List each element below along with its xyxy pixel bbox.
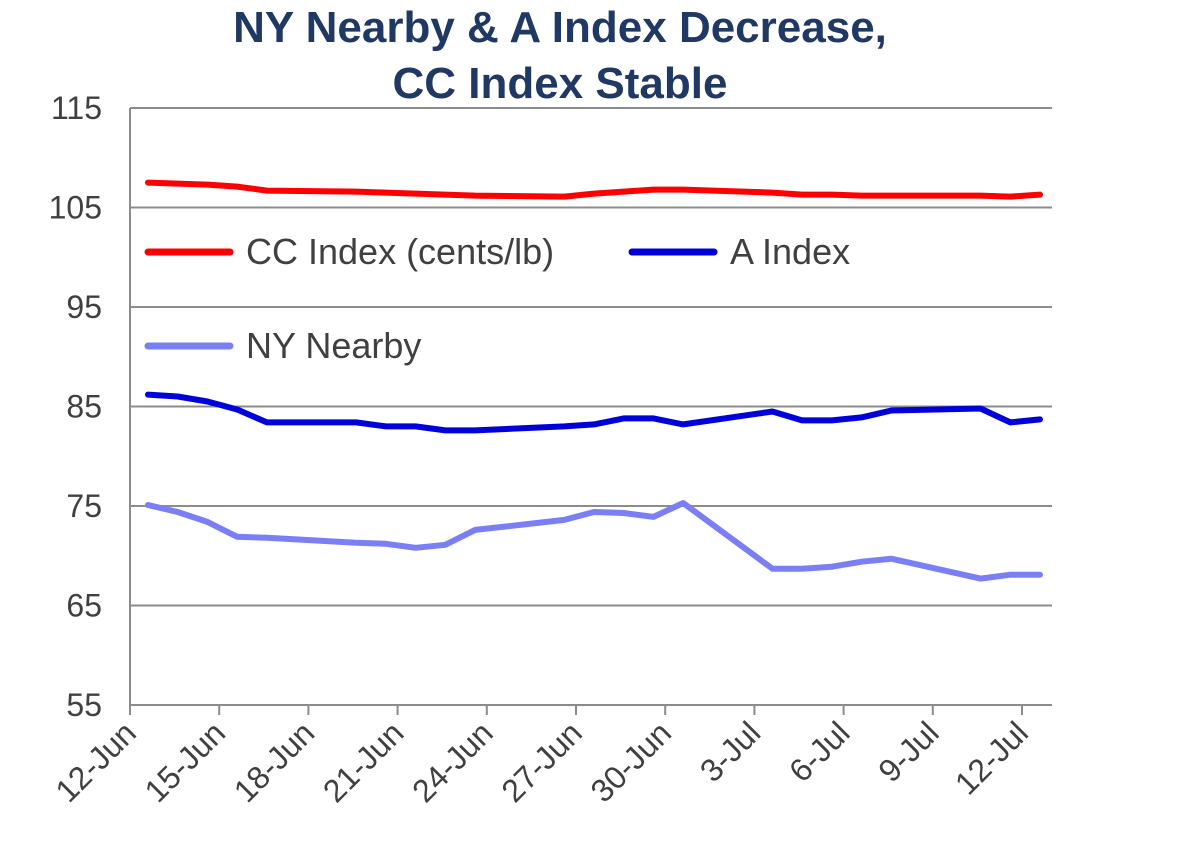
x-tick-label: 24-Jun <box>405 714 500 809</box>
x-tick-label: 9-Jul <box>871 714 946 789</box>
legend-label: A Index <box>730 231 850 272</box>
series-line-cc-index-cents-lb <box>145 179 1043 200</box>
x-tick-label: 6-Jul <box>782 714 857 789</box>
y-tick-label: 105 <box>49 190 102 226</box>
y-axis-ticks: 55 65 75 85 95 105 115 <box>49 90 102 723</box>
legend: CC Index (cents/lb) A Index NY Nearby <box>144 231 850 366</box>
series-line-a-index <box>145 391 1043 434</box>
x-tick-label: 21-Jun <box>316 714 411 809</box>
x-tick-label: 15-Jun <box>138 714 233 809</box>
series-line-ny-nearby <box>145 500 1043 582</box>
series-lines <box>145 179 1043 582</box>
y-tick-label: 85 <box>66 389 102 425</box>
x-tick-label: 27-Jun <box>494 714 589 809</box>
chart-title-line2: CC Index Stable <box>392 59 728 108</box>
x-axis-ticks: 12-Jun15-Jun18-Jun21-Jun24-Jun27-Jun30-J… <box>48 705 1035 809</box>
chart-title-line1: NY Nearby & A Index Decrease, <box>233 3 887 52</box>
chart-title: NY Nearby & A Index Decrease, CC Index S… <box>0 0 1120 112</box>
x-tick-label: 12-Jun <box>48 714 143 809</box>
y-tick-label: 75 <box>66 488 102 524</box>
axes <box>129 108 1052 706</box>
x-tick-label: 3-Jul <box>693 714 768 789</box>
y-tick-label: 95 <box>66 289 102 325</box>
x-tick-label: 18-Jun <box>227 714 322 809</box>
legend-label: CC Index (cents/lb) <box>246 231 554 272</box>
x-tick-label: 12-Jul <box>948 714 1035 801</box>
y-tick-label: 55 <box>66 687 102 723</box>
y-tick-label: 65 <box>66 588 102 624</box>
x-tick-label: 30-Jun <box>584 714 679 809</box>
legend-label: NY Nearby <box>246 325 421 366</box>
y-tick-label: 115 <box>51 90 102 126</box>
gridlines <box>130 107 1052 607</box>
